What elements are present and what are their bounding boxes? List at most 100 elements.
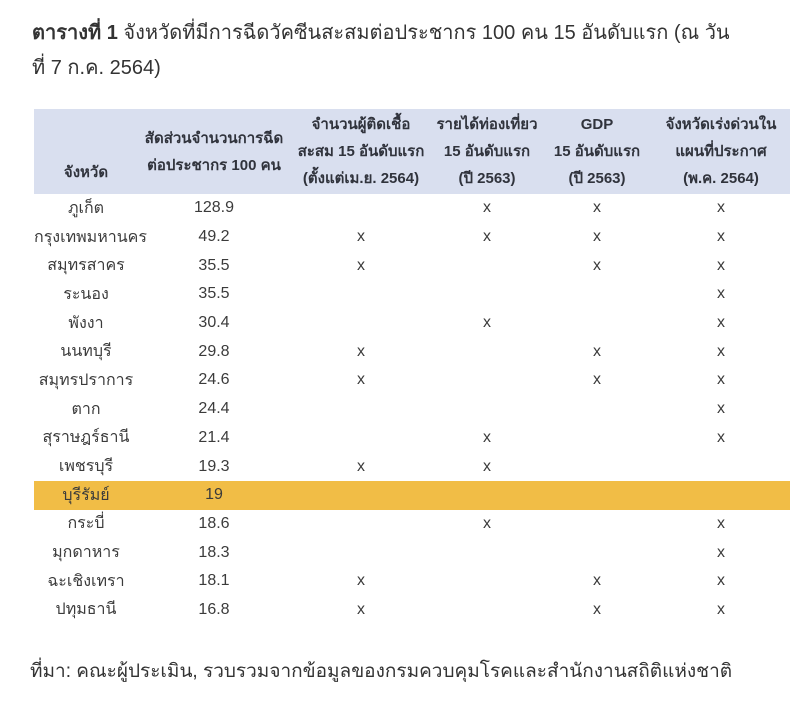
province-cell: พังงา <box>68 314 104 332</box>
header-vaccination-rate: สัดส่วนจำนวนการฉีด ต่อประชากร 100 คน <box>138 109 290 194</box>
vaccination-table: จังหวัด สัดส่วนจำนวนการฉีด ต่อประชากร 10… <box>34 109 790 624</box>
rate-cell: 16.8 <box>198 600 230 618</box>
rate-cell: 24.6 <box>198 371 230 389</box>
province-cell: สมุทรสาคร <box>47 257 125 275</box>
header-gdp: GDP 15 อันดับแรก (ปี 2563) <box>542 109 652 194</box>
rate-cell: 18.6 <box>198 514 230 532</box>
urgent-mark-cell <box>652 452 790 481</box>
table-row: สมุทรปราการ 24.6 x x x <box>34 366 790 395</box>
header-gdp-line3: (ปี 2563) <box>568 170 626 187</box>
urgent-mark-cell: x <box>717 228 725 246</box>
tourism-mark-cell <box>432 395 542 424</box>
rate-cell: 24.4 <box>198 400 230 418</box>
infected-mark-cell: x <box>357 572 365 590</box>
header-urgent-line1: จังหวัดเร่งด่วนใน <box>665 116 777 133</box>
header-infected-line3: (ตั้งแต่เม.ย. 2564) <box>302 170 420 187</box>
header-rate-line1: สัดส่วนจำนวนการฉีด <box>144 129 284 147</box>
tourism-mark-cell <box>432 280 542 309</box>
tourism-mark-cell: x <box>483 228 491 246</box>
gdp-mark-cell: x <box>593 228 601 246</box>
table-row: สุราษฎร์ธานี 21.4 x x <box>34 424 790 453</box>
infected-mark-cell <box>290 194 432 223</box>
rate-cell: 35.5 <box>198 256 230 274</box>
infected-mark-cell: x <box>357 457 365 475</box>
infected-mark-cell: x <box>357 600 365 618</box>
table-title-line2: ที่ 7 ก.ค. 2564) <box>32 57 161 79</box>
rate-cell: 18.1 <box>198 572 230 590</box>
urgent-mark-cell: x <box>717 543 725 561</box>
province-cell: มุกดาหาร <box>52 544 120 562</box>
table-row: ระนอง 35.5 x <box>34 280 790 309</box>
header-tourism-line1: รายได้ท่องเที่ยว <box>436 116 538 133</box>
gdp-mark-cell: x <box>593 371 601 389</box>
tourism-mark-cell: x <box>483 199 491 217</box>
infected-mark-cell <box>290 280 432 309</box>
infected-mark-cell <box>290 309 432 338</box>
infected-mark-cell <box>290 424 432 453</box>
province-cell: นนทบุรี <box>60 343 112 361</box>
table-title-text: จังหวัดที่มีการฉีดวัคซีนสะสมต่อประชากร 1… <box>117 22 730 44</box>
province-cell: เพชรบุรี <box>58 458 114 476</box>
table-title: ตารางที่ 1 จังหวัดที่มีการฉีดวัคซีนสะสมต… <box>32 16 762 86</box>
gdp-mark-cell <box>542 452 652 481</box>
header-tourism-income: รายได้ท่องเที่ยว 15 อันดับแรก (ปี 2563) <box>432 109 542 194</box>
rate-cell: 19 <box>138 480 290 510</box>
header-province: จังหวัด <box>34 109 138 194</box>
rate-cell: 30.4 <box>198 314 230 332</box>
table-title-number: ตารางที่ 1 <box>32 22 118 44</box>
rate-cell: 21.4 <box>198 428 230 446</box>
province-cell: ภูเก็ต <box>67 199 105 217</box>
infected-mark-cell: x <box>357 256 365 274</box>
tourism-mark-cell: x <box>483 314 491 332</box>
infected-mark-cell <box>290 538 432 567</box>
urgent-mark-cell: x <box>717 400 725 418</box>
gdp-mark-cell <box>542 280 652 309</box>
table-row: ฉะเชิงเทรา 18.1 x x x <box>34 567 790 596</box>
tourism-mark-cell <box>432 596 542 625</box>
header-gdp-line1: GDP <box>580 116 614 133</box>
table-row: สมุทรสาคร 35.5 x x x <box>34 251 790 280</box>
table-row: ตาก 24.4 x <box>34 395 790 424</box>
header-infected: จำนวนผู้ติดเชื้อ สะสม 15 อันดับแรก (ตั้ง… <box>290 109 432 194</box>
urgent-mark-cell: x <box>717 514 725 532</box>
province-cell: สุราษฎร์ธานี <box>42 429 130 447</box>
header-infected-line1: จำนวนผู้ติดเชื้อ <box>311 116 411 133</box>
province-cell: สมุทรปราการ <box>38 371 134 389</box>
header-province-label: จังหวัด <box>63 164 109 181</box>
gdp-mark-cell <box>542 538 652 567</box>
table-row: เพชรบุรี 19.3 x x <box>34 452 790 481</box>
urgent-mark-cell: x <box>717 256 725 274</box>
infected-mark-cell: x <box>357 371 365 389</box>
tourism-mark-cell: x <box>483 514 491 532</box>
infected-mark-cell <box>290 480 432 510</box>
header-urgent-province: จังหวัดเร่งด่วนใน แผนที่ประกาศ (พ.ค. 256… <box>652 109 790 194</box>
province-cell: กระบี่ <box>67 515 105 533</box>
header-infected-line2: สะสม 15 อันดับแรก <box>297 143 425 160</box>
table-header-row: จังหวัด สัดส่วนจำนวนการฉีด ต่อประชากร 10… <box>34 109 790 194</box>
rate-cell: 35.5 <box>198 285 230 303</box>
urgent-mark-cell: x <box>717 342 725 360</box>
rate-cell: 19.3 <box>198 457 230 475</box>
province-cell: บุรีรัมย์ <box>34 480 138 510</box>
header-gdp-line2: 15 อันดับแรก <box>553 143 641 160</box>
gdp-mark-cell: x <box>593 256 601 274</box>
table-row: กรุงเทพมหานคร 49.2 x x x x <box>34 223 790 252</box>
header-urgent-line3: (พ.ค. 2564) <box>683 170 759 187</box>
province-cell: ตาก <box>71 400 101 418</box>
gdp-mark-cell: x <box>593 199 601 217</box>
table-body: ภูเก็ต 128.9 x x x กรุงเทพมหานคร 49.2 x … <box>34 194 790 624</box>
province-cell: ระนอง <box>63 285 109 303</box>
urgent-mark-cell: x <box>717 428 725 446</box>
rate-cell: 18.3 <box>198 543 230 561</box>
gdp-mark-cell: x <box>593 600 601 618</box>
gdp-mark-cell <box>542 424 652 453</box>
urgent-mark-cell: x <box>717 371 725 389</box>
table-row: ภูเก็ต 128.9 x x x <box>34 194 790 223</box>
header-rate-line2: ต่อประชากร 100 คน <box>147 156 281 174</box>
infected-mark-cell: x <box>357 342 365 360</box>
table-row: มุกดาหาร 18.3 x <box>34 538 790 567</box>
infected-mark-cell <box>290 395 432 424</box>
urgent-mark-cell: x <box>717 199 725 217</box>
gdp-mark-cell <box>542 510 652 539</box>
tourism-mark-cell <box>432 251 542 280</box>
